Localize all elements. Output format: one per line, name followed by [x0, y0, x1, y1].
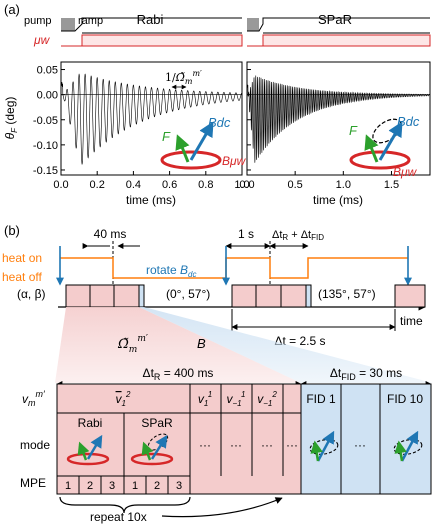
rotate-label: rotate Bdc — [146, 263, 197, 279]
bdc-label: Bdc — [397, 114, 420, 129]
x-tick-label: 0.2 — [90, 179, 105, 191]
y-axis-label: θF (deg) — [3, 97, 19, 140]
fid1-label: FID 1 — [306, 392, 336, 406]
angle-2: (135°, 57°) — [318, 287, 376, 301]
mpe-cell: 2 — [154, 480, 160, 492]
y-tick-label: -0.15 — [33, 165, 58, 177]
repeat-label: repeat 10x — [90, 510, 147, 524]
pump-pulse-right — [247, 18, 259, 31]
y-tick-label: 0.00 — [37, 90, 58, 102]
rabi-cell-label: Rabi — [78, 416, 103, 430]
fid10-label: FID 10 — [387, 392, 423, 406]
block-3 — [395, 285, 425, 307]
mpe-cell: 2 — [87, 480, 93, 492]
rabi-xlabel: time (ms) — [126, 193, 176, 207]
uw-pulse-left — [82, 35, 242, 46]
dots: ··· — [199, 438, 211, 452]
x-tick-label: 0.0 — [53, 179, 68, 191]
repeat-arrow — [162, 498, 282, 517]
spar-xlabel: time (ms) — [313, 193, 363, 207]
y-tick-label: -0.05 — [33, 115, 58, 127]
dots: ··· — [286, 438, 298, 452]
b-label: B — [197, 336, 206, 351]
spar-title: SPaR — [318, 12, 352, 27]
pump-label: pump — [24, 15, 52, 27]
spar-cell-label: SPaR — [141, 416, 173, 430]
dtFID-label: ΔtFID = 30 ms — [330, 366, 402, 382]
rabi-title: Rabi — [137, 12, 164, 27]
y-tick-label: 0.05 — [37, 65, 58, 77]
x-tick-label: 1.0 — [336, 179, 351, 191]
t1s-label: 1 s — [238, 227, 254, 241]
row-mode-label: mode — [20, 438, 50, 452]
alpha-beta-label: (α, β) — [17, 287, 46, 301]
mpe-cell: 1 — [132, 480, 138, 492]
dots: ··· — [230, 438, 242, 452]
heat-off-label: heat off — [2, 270, 42, 284]
x-tick-label: 0.5 — [288, 179, 303, 191]
x-tick-label: 0.8 — [198, 179, 213, 191]
f-label: F — [349, 123, 358, 138]
mpe-cell: 1 — [65, 480, 71, 492]
pump-pulse — [61, 18, 75, 31]
panel-a-label: (a) — [4, 2, 20, 17]
dots: ··· — [261, 438, 273, 452]
buw-label: Bμw — [393, 165, 418, 179]
buw-label: Bμw — [222, 154, 247, 168]
row-mpe-label: MPE — [20, 476, 46, 490]
time-label: time — [400, 314, 423, 328]
panel-b-label: (b) — [4, 223, 20, 238]
dots: ··· — [354, 438, 366, 452]
y-tick-label: -0.10 — [33, 140, 58, 152]
uw-pulse-right — [263, 35, 430, 46]
mpe-cell: 3 — [109, 480, 115, 492]
row-vm-label: vmm′ — [22, 389, 45, 408]
x-tick-label: 1.5 — [384, 179, 399, 191]
x-tick-label: 0.4 — [126, 179, 141, 191]
dtR-label: ΔtR = 400 ms — [143, 366, 214, 382]
mpe-cell: 3 — [176, 480, 182, 492]
angle-1: (0°, 57°) — [166, 287, 210, 301]
x-tick-label: 0.6 — [162, 179, 177, 191]
f-label: F — [162, 129, 171, 144]
bdc-label: Bdc — [208, 115, 231, 130]
heat-on-label: heat on — [2, 251, 42, 265]
block-2 — [232, 285, 311, 307]
uw-label: μw — [33, 33, 51, 47]
heat-waveform — [60, 258, 408, 278]
block-1 — [66, 285, 144, 307]
tr-fid-label: ΔtR + ΔtFID — [272, 229, 324, 242]
x-tick-label: 0.0 — [239, 179, 254, 191]
t40-label: 40 ms — [94, 227, 127, 241]
